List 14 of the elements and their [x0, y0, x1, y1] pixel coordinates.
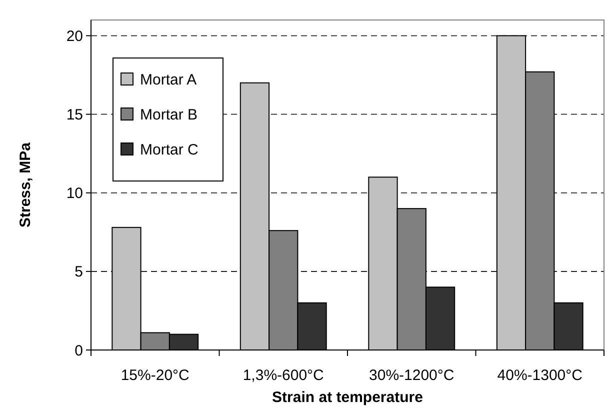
legend-label: Mortar A [140, 71, 197, 88]
y-tick-label: 15 [66, 106, 83, 124]
x-tick-label: 40%-1300°C [497, 367, 583, 384]
y-tick-label: 10 [66, 185, 83, 202]
x-tick-label: 1,3%-600°C [242, 367, 324, 384]
x-tick-label: 15%-20°C [120, 367, 190, 384]
legend-label: Mortar B [140, 106, 198, 124]
y-tick-label: 5 [74, 264, 83, 281]
y-axis-title: Stress, MPa [17, 142, 34, 228]
y-tick-label: 0 [74, 342, 83, 360]
x-tick-label: 30%-1200°C [369, 367, 454, 384]
y-tick-label: 20 [66, 28, 83, 45]
legend-label: Mortar C [140, 141, 199, 158]
x-axis-title: Strain at temperature [272, 389, 423, 406]
